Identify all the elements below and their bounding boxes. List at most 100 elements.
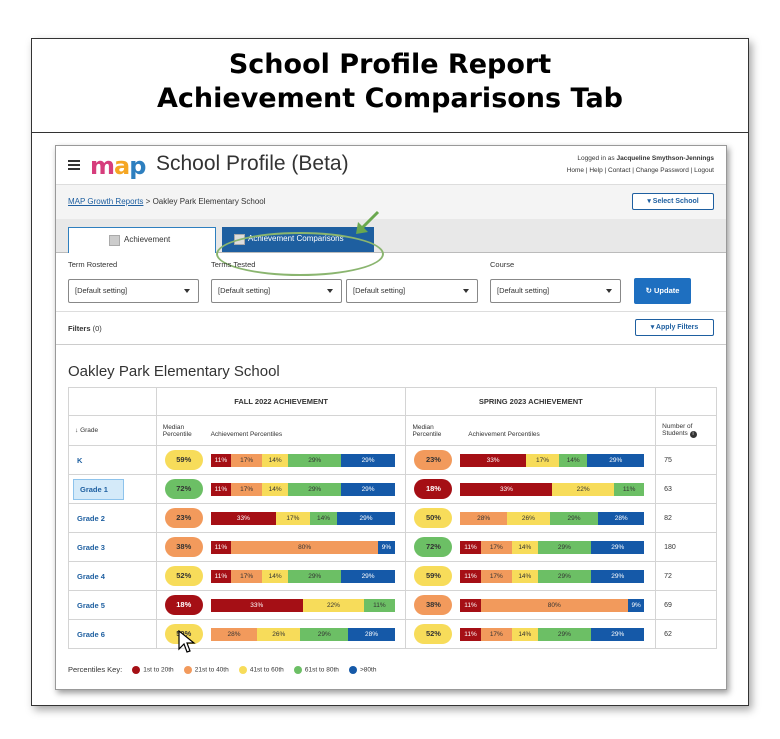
- bar-segment: 80%: [231, 540, 379, 554]
- tab-achievement[interactable]: Achievement: [68, 227, 216, 253]
- bar-segment: 11%: [460, 627, 481, 641]
- logged-in-prefix: Logged in as: [577, 155, 615, 162]
- app-screenshot: map School Profile (Beta) Logged in as J…: [55, 145, 727, 690]
- spring-percentile-bar: 11% 17% 14% 29% 29%: [460, 627, 645, 641]
- filter-panel: Term Rostered Terms Tested Course [Defau…: [56, 253, 726, 353]
- table-row: Grade 3 38% 11% 80% 9% 72% 11% 17% 14% 29% 29% 180: [68, 532, 717, 562]
- update-button[interactable]: ↻ Update: [634, 278, 691, 304]
- apply-filters-button[interactable]: ▾ Apply Filters: [635, 319, 714, 336]
- terms-tested-select-1[interactable]: [Default setting]: [211, 279, 342, 303]
- fall-percentile-bar: 11% 17% 14% 29% 29%: [210, 482, 395, 496]
- spring-median-header: Median Percentile: [412, 423, 442, 438]
- bar-segment: 14%: [511, 569, 538, 583]
- slide-frame: School Profile Report Achievement Compar…: [31, 38, 749, 706]
- table-row: Grade 1 72% 11% 17% 14% 29% 29% 18% 33% 22% 11% 63: [68, 474, 717, 504]
- bar-segment: 29%: [337, 511, 395, 525]
- user-info: Logged in as Jacqueline Smythson-Jenning…: [567, 153, 714, 177]
- slide-banner: School Profile Report Achievement Compar…: [32, 39, 748, 133]
- bar-segment: 28%: [210, 627, 258, 641]
- bar-segment: 11%: [210, 569, 232, 583]
- spring-median-pill: 18%: [414, 479, 453, 499]
- bar-segment: 22%: [302, 598, 365, 612]
- spring-median-pill: 72%: [414, 537, 453, 557]
- bar-segment: 29%: [591, 627, 645, 641]
- num-students: 180: [655, 532, 717, 562]
- bar-segment: 11%: [210, 482, 232, 496]
- tab-icon: [109, 235, 120, 246]
- bar-segment: 14%: [511, 627, 538, 641]
- fall-median-header: Median Percentile: [162, 423, 192, 438]
- spring-median-pill: 23%: [414, 450, 453, 470]
- table-row: Grade 4 52% 11% 17% 14% 29% 29% 59% 11% 17% 14% 29%…: [68, 561, 717, 591]
- bar-segment: 17%: [525, 453, 560, 467]
- bar-segment: 29%: [549, 511, 599, 525]
- chevron-down-icon: [463, 289, 469, 293]
- select-school-button[interactable]: ▾ Select School: [632, 193, 714, 210]
- term-rostered-select[interactable]: [Default setting]: [68, 279, 199, 303]
- header-links[interactable]: Home | Help | Contact | Change Password …: [566, 167, 714, 174]
- grade-link[interactable]: Grade 6: [77, 629, 105, 639]
- key-dot-2: [183, 666, 192, 675]
- fall-median-pill: 72%: [164, 479, 203, 499]
- filters-count: Filters (0): [68, 324, 102, 333]
- grade-link[interactable]: Grade 3: [77, 542, 105, 552]
- fall-median-pill: 59%: [164, 450, 203, 470]
- achievement-table: FALL 2022 ACHIEVEMENT SPRING 2023 ACHIEV…: [68, 387, 717, 649]
- bar-segment: 17%: [231, 569, 263, 583]
- fall-percentile-bar: 11% 17% 14% 29% 29%: [210, 453, 395, 467]
- spring-median-pill: 50%: [414, 508, 453, 528]
- spring-percentile-bar: 28% 26% 29% 28%: [460, 511, 645, 525]
- fall-median-pill: 38%: [164, 537, 203, 557]
- hamburger-menu-icon[interactable]: [68, 160, 80, 170]
- bar-segment: 26%: [506, 511, 550, 525]
- chevron-down-icon: [184, 289, 190, 293]
- grade-link[interactable]: Grade 1: [73, 478, 124, 500]
- bar-segment: 29%: [537, 540, 592, 554]
- fall-percentile-bar: 11% 17% 14% 29% 29%: [210, 569, 395, 583]
- bar-segment: 29%: [591, 569, 645, 583]
- fall-percentile-bar: 33% 22% 11%: [210, 598, 395, 612]
- grade-col-header[interactable]: ↓ Grade: [68, 415, 157, 446]
- grade-link[interactable]: Grade 5: [77, 600, 105, 610]
- refresh-icon: ↻: [645, 286, 652, 295]
- percentiles-key: Percentiles Key: 1st to 20th 21st to 40t…: [68, 665, 377, 675]
- tab-bar: Achievement Achievement Comparisons: [56, 219, 726, 253]
- key-dot-1: [132, 666, 141, 675]
- key-dot-3: [238, 666, 247, 675]
- user-name: Jacqueline Smythson-Jennings: [616, 155, 714, 162]
- bar-segment: 14%: [262, 569, 289, 583]
- bar-segment: 29%: [300, 627, 349, 641]
- banner-subtitle: Achievement Comparisons Tab: [157, 83, 623, 114]
- terms-tested-select-2[interactable]: [Default setting]: [346, 279, 478, 303]
- bar-segment: 14%: [262, 482, 289, 496]
- course-select[interactable]: [Default setting]: [490, 279, 621, 303]
- spring-median-pill: 52%: [414, 624, 453, 644]
- table-row: K 59% 11% 17% 14% 29% 29% 23% 33% 17% 14% 29% 75: [68, 445, 717, 475]
- key-dot-5: [348, 666, 357, 675]
- chevron-down-icon: [606, 289, 612, 293]
- fall-ach-header: Achievement Percentiles: [210, 430, 283, 438]
- bar-segment: 14%: [511, 540, 538, 554]
- bar-segment: 22%: [552, 482, 614, 496]
- spring-median-pill: 59%: [414, 566, 453, 586]
- map-logo: map: [90, 152, 146, 180]
- mouse-cursor-icon: [178, 630, 196, 653]
- breadcrumb-root-link[interactable]: MAP Growth Reports: [68, 197, 144, 206]
- bar-segment: 29%: [587, 453, 645, 467]
- bar-segment: 14%: [262, 453, 289, 467]
- bar-segment: 29%: [341, 453, 395, 467]
- spring-percentile-bar: 11% 80% 9%: [460, 598, 645, 612]
- bar-segment: 26%: [257, 627, 301, 641]
- bar-segment: 33%: [210, 511, 277, 525]
- bar-segment: 17%: [231, 453, 263, 467]
- school-title: Oakley Park Elementary School: [68, 363, 280, 380]
- num-students: 63: [655, 474, 717, 504]
- spring-header: SPRING 2023 ACHIEVEMENT: [405, 387, 657, 416]
- grade-link[interactable]: Grade 4: [77, 571, 105, 581]
- spring-median-pill: 38%: [414, 595, 453, 615]
- bar-segment: 29%: [288, 482, 342, 496]
- chevron-down-icon: [327, 289, 333, 293]
- spring-percentile-bar: 33% 17% 14% 29%: [460, 453, 645, 467]
- grade-link[interactable]: Grade 2: [77, 513, 105, 523]
- grade-link[interactable]: K: [77, 455, 83, 465]
